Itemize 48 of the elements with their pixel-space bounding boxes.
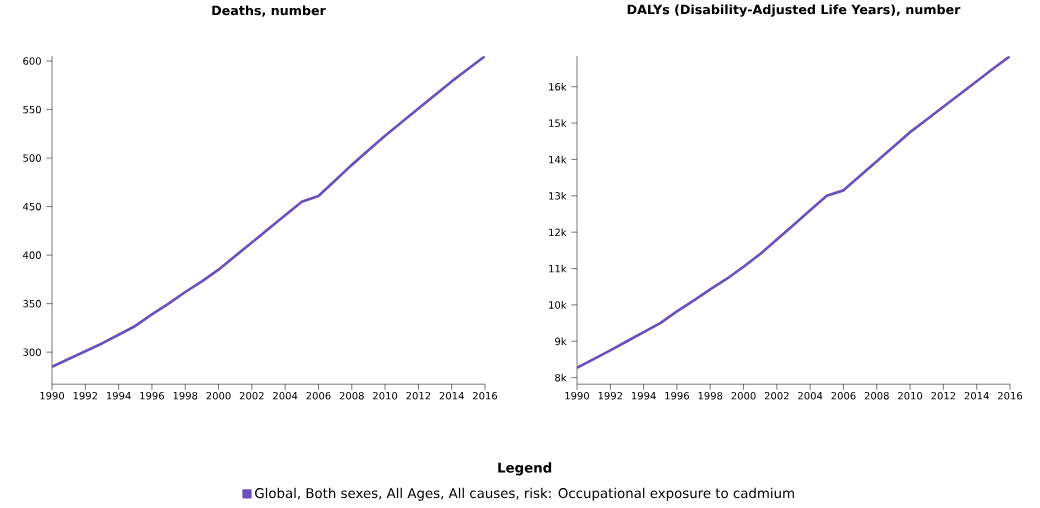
x-tick-label: 2010 <box>898 391 923 400</box>
x-tick-label: 1996 <box>665 391 690 400</box>
y-tick-label: 550 <box>23 105 41 114</box>
x-tick-label: 2008 <box>864 391 889 400</box>
x-tick-label: 2004 <box>798 391 823 400</box>
x-tick-label: 2006 <box>831 391 856 400</box>
x-tick-label: 2002 <box>764 391 789 400</box>
y-tick-label: 450 <box>23 202 41 211</box>
x-tick-label: 2006 <box>306 391 331 400</box>
x-tick-label: 2008 <box>339 391 364 400</box>
legend-label: Global, Both sexes, All Ages, All causes, risk: Occupational exposure to cadmium <box>255 487 794 501</box>
y-tick-label: 400 <box>23 251 41 259</box>
x-tick-label: 1996 <box>140 391 165 400</box>
x-tick-label: 1998 <box>173 391 198 400</box>
x-tick-label: 1992 <box>73 391 98 400</box>
legend-title: Legend <box>498 462 552 476</box>
x-tick-label: 2016 <box>998 391 1023 400</box>
y-tick-label: 14k <box>549 155 567 164</box>
y-tick-label: 500 <box>23 154 41 162</box>
x-tick-label: 2004 <box>273 391 298 400</box>
y-tick-label: 15k <box>549 119 567 127</box>
y-tick-label: 10k <box>549 300 567 309</box>
x-tick-label: 2002 <box>239 391 264 400</box>
chart-title: DALYs (Disability-Adjusted Life Years), number <box>627 4 961 17</box>
x-tick-label: 1990 <box>565 391 590 400</box>
chart-title: Deaths, number <box>212 5 326 17</box>
x-tick-label: 2016 <box>473 391 498 400</box>
x-tick-label: 2012 <box>931 391 956 400</box>
y-tick-label: 350 <box>23 299 41 308</box>
y-tick-label: 8k <box>555 373 567 382</box>
x-tick-label: 1998 <box>698 391 723 400</box>
y-tick-label: 9k <box>555 337 567 346</box>
y-tick-label: 300 <box>23 348 41 356</box>
x-tick-label: 2010 <box>373 391 398 400</box>
y-tick-label: 16k <box>549 82 567 91</box>
y-tick-label: 600 <box>23 57 41 65</box>
x-tick-label: 2014 <box>439 391 464 400</box>
y-tick-label: 13k <box>549 191 567 200</box>
y-tick-label: 11k <box>549 264 567 273</box>
x-tick-label: 1992 <box>598 391 623 400</box>
x-tick-label: 2000 <box>731 391 756 400</box>
x-tick-label: 1994 <box>632 391 656 400</box>
x-tick-label: 1994 <box>107 391 131 400</box>
x-tick-label: 2012 <box>406 391 431 400</box>
y-tick-label: 12k <box>549 228 567 236</box>
x-tick-label: 2014 <box>964 391 989 400</box>
x-tick-label: 1990 <box>40 391 65 400</box>
x-tick-label: 2000 <box>206 391 231 400</box>
